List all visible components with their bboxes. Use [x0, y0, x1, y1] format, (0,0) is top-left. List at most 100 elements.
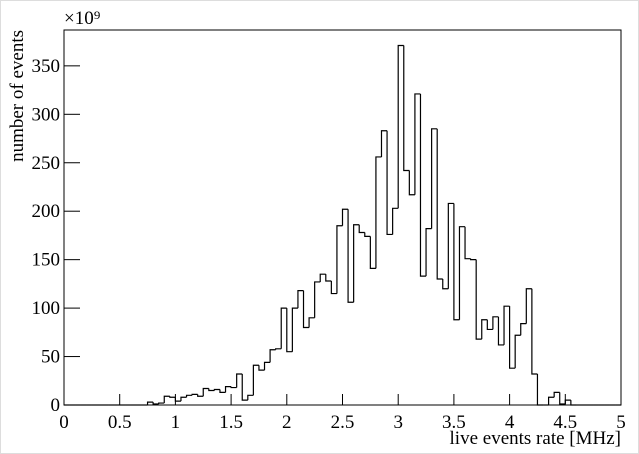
- y-tick-label: 100: [32, 298, 61, 319]
- histogram-bin: [336, 225, 343, 294]
- x-tick-label: 0.5: [108, 412, 132, 433]
- x-tick-label: 5: [616, 412, 626, 433]
- histogram-bin: [146, 401, 154, 405]
- histogram-bin: [302, 290, 310, 329]
- histogram-bin: [431, 128, 438, 229]
- histogram-bin: [353, 224, 360, 303]
- histogram-bin: [286, 308, 293, 353]
- histogram-bin: [559, 392, 566, 405]
- histogram-bin: [275, 348, 282, 350]
- histogram-bin: [536, 373, 544, 406]
- histogram-bin: [547, 396, 555, 405]
- histogram-bin: [219, 389, 226, 394]
- histogram-bin: [191, 393, 198, 396]
- y-tick-label: 250: [32, 153, 61, 174]
- histogram-bin: [185, 394, 193, 398]
- y-axis-label: number of events: [7, 30, 28, 162]
- y-tick-label: 150: [32, 250, 61, 271]
- histogram-bin: [252, 364, 259, 396]
- histogram-bin: [358, 224, 365, 234]
- histogram-bin: [180, 396, 187, 402]
- histogram-bin: [174, 397, 181, 402]
- x-tick-label: 2.5: [331, 412, 355, 433]
- histogram-bin: [325, 274, 332, 282]
- histogram-bin: [397, 44, 404, 209]
- histogram-bin: [297, 290, 304, 309]
- y-multiplier: ×10⁹: [64, 8, 101, 29]
- histogram-bin: [425, 228, 432, 277]
- histogram-bin: [319, 273, 326, 282]
- histogram-bin: [375, 156, 382, 269]
- x-tick-label: 0: [59, 412, 69, 433]
- histogram-bin: [163, 395, 170, 404]
- histogram-bin: [497, 316, 505, 346]
- histogram-bin: [236, 373, 243, 388]
- histogram-bin: [213, 388, 220, 391]
- histogram-bin: [208, 388, 215, 392]
- x-tick-label: 4.5: [553, 412, 577, 433]
- histogram-bin: [392, 207, 399, 235]
- histogram-bin: [224, 385, 232, 393]
- y-tick-label: 200: [32, 201, 61, 222]
- histogram-bin: [553, 391, 560, 398]
- histogram-bin: [330, 280, 337, 295]
- histogram-bin: [475, 259, 482, 340]
- histogram-bin: [453, 203, 460, 321]
- histogram-bin: [447, 202, 454, 289]
- histogram-bin: [308, 317, 315, 328]
- histogram-bin: [481, 319, 488, 340]
- histogram-bin: [486, 319, 493, 331]
- histogram-bin: [280, 307, 287, 349]
- histogram-bin: [291, 307, 298, 352]
- histogram-bin: [570, 400, 577, 406]
- histogram-bin: [247, 394, 254, 401]
- histogram-bin: [509, 306, 516, 369]
- histogram-bin: [464, 226, 471, 260]
- histogram-bin: [263, 361, 271, 371]
- histogram-bin: [458, 226, 466, 320]
- histogram-bin: [419, 93, 427, 277]
- histogram-bin: [503, 305, 510, 345]
- x-axis-label: live events rate [MHz]: [450, 428, 621, 449]
- histogram-bin: [403, 45, 410, 172]
- x-tick-label: 3: [393, 412, 403, 433]
- x-tick-label: 3.5: [442, 412, 466, 433]
- histogram-bin: [341, 208, 349, 226]
- histogram-bin: [369, 236, 376, 269]
- y-tick-label: 50: [41, 347, 60, 368]
- histogram-bin: [169, 396, 176, 398]
- histogram-bin: [492, 316, 499, 330]
- histogram-bin: [158, 402, 165, 405]
- histogram-bin: [202, 387, 209, 397]
- histogram-bin: [152, 402, 159, 405]
- y-tick-label: 300: [32, 104, 61, 125]
- histogram-bin: [514, 334, 521, 369]
- histogram-bin: [197, 394, 204, 397]
- histogram-bin: [564, 399, 571, 405]
- histogram-bin: [241, 373, 248, 401]
- y-tick-label: 0: [51, 395, 61, 416]
- histogram-bin: [364, 232, 371, 237]
- histogram-bin: [470, 258, 477, 261]
- y-tick-label: 350: [32, 56, 61, 77]
- histogram-bin: [380, 130, 388, 157]
- x-tick-label: 2: [282, 412, 292, 433]
- histogram-bin: [258, 365, 265, 371]
- histogram-bin: [531, 288, 538, 375]
- x-tick-label: 4: [505, 412, 515, 433]
- histogram-bin: [230, 386, 237, 389]
- x-tick-label: 1: [171, 412, 181, 433]
- histogram-bin: [314, 281, 321, 318]
- histogram-bin: [414, 93, 421, 195]
- histogram-bin: [269, 349, 276, 363]
- histogram-bin: [525, 288, 532, 324]
- histogram-bin: [436, 128, 443, 280]
- histogram-bin: [408, 170, 415, 196]
- histogram-bin: [386, 130, 393, 236]
- histogram-bin: [347, 209, 354, 303]
- x-tick-label: 1.5: [219, 412, 243, 433]
- histogram-bin: [442, 279, 449, 290]
